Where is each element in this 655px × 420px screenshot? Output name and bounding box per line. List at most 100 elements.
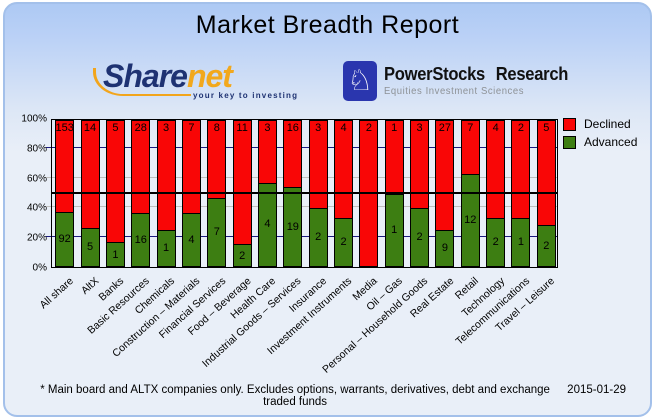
advanced-value: 1 xyxy=(163,242,170,255)
advanced-segment xyxy=(258,183,276,266)
bar-industrial-goods-services: 16 19 xyxy=(283,120,303,267)
bar-real-estate: 27 9 xyxy=(435,120,455,267)
advanced-segment xyxy=(537,224,555,266)
advanced-segment xyxy=(157,229,175,266)
advanced-value: 2 xyxy=(239,249,246,262)
bar-food-beverage: 11 2 xyxy=(232,120,252,267)
bar-all-share: 153 92 xyxy=(55,120,75,267)
advanced-value: 4 xyxy=(188,233,195,246)
advanced-value: 1 xyxy=(391,223,398,236)
legend-label-declined: Declined xyxy=(584,117,631,131)
advanced-segment xyxy=(106,241,124,266)
y-axis-label-20: 20% xyxy=(26,232,47,244)
declined-value: 153 xyxy=(55,122,74,134)
gridline-80 xyxy=(52,146,557,148)
declined-value: 7 xyxy=(188,122,195,134)
advanced-value: 4 xyxy=(264,218,271,231)
advanced-segment xyxy=(411,208,429,266)
footer: * Main board and ALTX companies only. Ex… xyxy=(33,384,626,408)
legend-swatch-advanced xyxy=(563,135,576,149)
advanced-segment xyxy=(56,211,74,266)
bar-media: 2 xyxy=(359,120,379,267)
declined-value: 5 xyxy=(543,122,550,134)
reference-line-50pct xyxy=(51,191,558,194)
advanced-segment xyxy=(436,229,454,266)
legend-swatch-declined xyxy=(563,117,576,131)
sharenet-wordmark-share: Share xyxy=(103,58,188,94)
declined-value: 5 xyxy=(112,122,119,134)
legend-item-advanced: Advanced xyxy=(563,135,637,149)
bar-basic-resources: 28 16 xyxy=(131,120,151,267)
legend-item-declined: Declined xyxy=(563,117,637,131)
y-axis-label-100: 100% xyxy=(21,113,47,125)
sharenet-wordmark: Sharenet xyxy=(103,58,233,95)
declined-value: 16 xyxy=(286,122,299,134)
knight-chess-icon: ♘ xyxy=(343,61,377,101)
advanced-segment xyxy=(284,187,302,266)
y-axis-label-60: 60% xyxy=(26,173,47,185)
advanced-value: 16 xyxy=(134,233,147,246)
declined-value: 4 xyxy=(340,122,347,134)
advanced-segment xyxy=(233,243,251,266)
gridline-40 xyxy=(52,206,557,208)
report-date: 2015-01-29 xyxy=(567,384,626,396)
declined-value: 3 xyxy=(315,122,322,134)
advanced-segment xyxy=(487,217,505,266)
declined-value: 11 xyxy=(236,122,248,134)
bar-retail: 7 12 xyxy=(460,120,480,267)
advanced-value: 1 xyxy=(517,236,525,249)
declined-value: 8 xyxy=(213,122,220,134)
page-title: Market Breadth Report xyxy=(195,11,460,39)
gridline-60 xyxy=(52,176,557,178)
declined-value: 2 xyxy=(517,122,525,134)
advanced-value: 2 xyxy=(492,236,499,249)
advanced-segment xyxy=(81,227,99,266)
declined-value: 4 xyxy=(492,122,499,134)
y-axis-label-80: 80% xyxy=(26,143,47,155)
advanced-value: 92 xyxy=(58,233,71,246)
bar-altx: 14 5 xyxy=(80,120,100,267)
footer-note: * Main board and ALTX companies only. Ex… xyxy=(40,384,550,408)
advanced-segment xyxy=(182,213,200,266)
chart-legend: Declined Advanced xyxy=(563,117,637,153)
advanced-value: 2 xyxy=(543,239,550,252)
advanced-segment xyxy=(385,193,403,266)
advanced-segment xyxy=(132,213,150,266)
declined-value: 14 xyxy=(83,122,97,134)
y-axis-label-40: 40% xyxy=(26,202,47,214)
sharenet-tagline: your key to investing xyxy=(193,91,299,100)
advanced-value: 2 xyxy=(315,231,322,244)
declined-value: 3 xyxy=(163,122,170,134)
declined-value: 3 xyxy=(416,122,423,134)
advanced-segment xyxy=(208,198,226,266)
advanced-value: 9 xyxy=(441,242,448,255)
y-tick-20 xyxy=(46,236,51,238)
x-axis-label-all-share: All share xyxy=(37,275,76,312)
advanced-value: 1 xyxy=(112,248,119,261)
declined-value: 2 xyxy=(365,122,372,134)
powerstocks-text: PowerStocks Research Equities Investment… xyxy=(384,61,584,103)
advanced-segment xyxy=(461,174,479,266)
gridline-20 xyxy=(52,236,557,238)
advanced-value: 19 xyxy=(286,220,299,233)
declined-value: 27 xyxy=(438,122,452,134)
advanced-value: 7 xyxy=(213,226,220,239)
sharenet-wordmark-net: net xyxy=(186,58,233,94)
y-tick-80 xyxy=(46,146,51,148)
report-card: Market Breadth Report Sharenet your key … xyxy=(3,2,652,417)
advanced-value: 2 xyxy=(416,231,423,244)
powerstocks-subtitle: Equities Investment Sciences xyxy=(384,86,525,97)
advanced-segment xyxy=(335,217,353,266)
powerstocks-logo: ♘ PowerStocks Research Equities Investme… xyxy=(343,61,584,103)
